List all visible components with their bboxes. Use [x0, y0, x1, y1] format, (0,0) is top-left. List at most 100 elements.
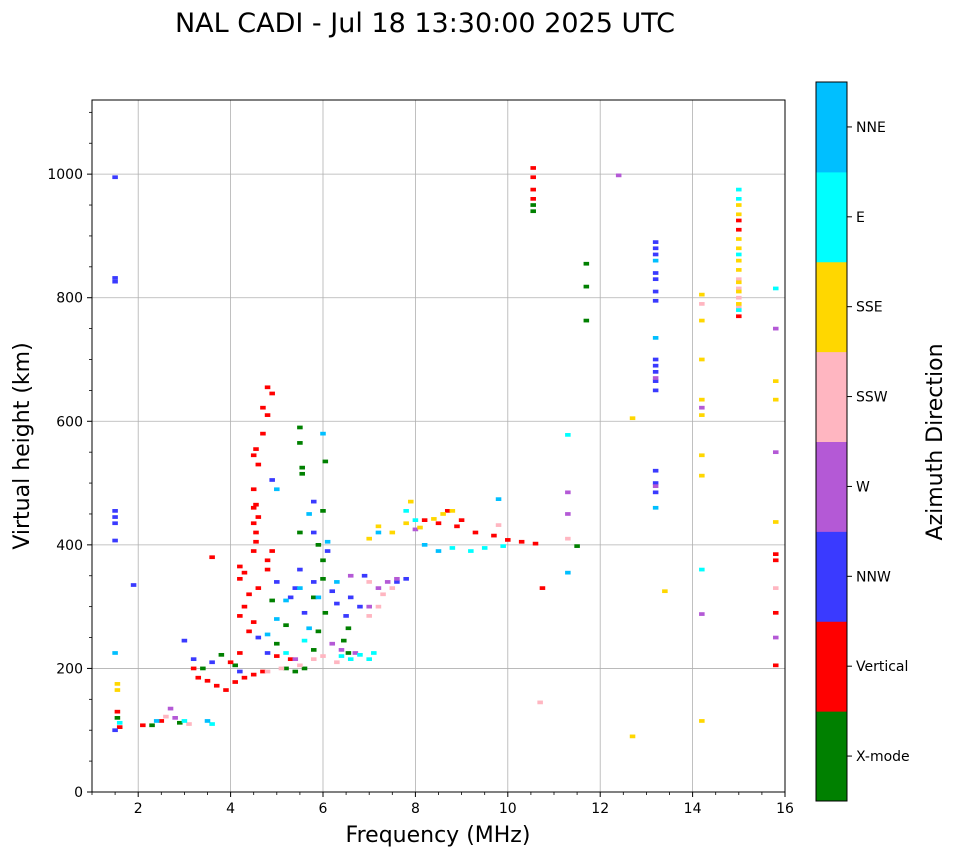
data-point — [468, 549, 474, 553]
data-point — [278, 666, 285, 671]
data-point — [153, 719, 160, 723]
data-point — [652, 468, 659, 473]
axis-ticks: 2 4 6 8 10 12 14 16 0 200 400 600 800 1000 — [47, 111, 794, 817]
data-point — [209, 660, 215, 665]
data-point — [264, 558, 271, 563]
data-point — [357, 604, 363, 609]
data-point — [530, 197, 536, 201]
data-point — [112, 276, 118, 280]
data-point — [345, 651, 352, 655]
colorbar-tick-label: SSE — [856, 300, 883, 316]
data-point — [652, 376, 659, 380]
data-point — [505, 538, 511, 542]
data-point — [366, 614, 372, 618]
data-point — [449, 546, 456, 550]
data-point — [264, 651, 271, 655]
data-point — [112, 279, 118, 284]
colorbar-segment — [816, 261, 847, 353]
data-point — [772, 552, 779, 556]
data-point — [237, 651, 243, 655]
data-point — [652, 370, 659, 374]
data-point — [371, 651, 377, 655]
series-w — [167, 173, 779, 720]
data-points — [112, 166, 779, 739]
data-point — [652, 246, 659, 251]
x-tick-label: 8 — [411, 801, 420, 817]
data-point — [532, 541, 539, 546]
data-point — [320, 654, 326, 658]
data-point — [772, 586, 779, 590]
data-point — [389, 586, 396, 590]
grid-lines — [92, 100, 786, 793]
colorbar-segment — [816, 711, 847, 802]
data-point — [250, 672, 257, 677]
y-tick-label: 200 — [56, 661, 83, 677]
data-point — [341, 638, 347, 643]
series-x-mode — [114, 203, 590, 728]
data-point — [315, 595, 322, 600]
data-point — [172, 716, 178, 720]
colorbar-frame — [815, 81, 848, 802]
data-point — [530, 203, 536, 207]
data-point — [287, 657, 294, 662]
data-point — [237, 564, 243, 569]
data-point — [652, 336, 659, 340]
data-point — [112, 515, 118, 519]
data-point — [250, 505, 257, 510]
data-point — [223, 688, 229, 692]
data-point — [246, 629, 252, 634]
data-point — [181, 638, 188, 643]
data-point — [301, 638, 308, 643]
data-point — [204, 719, 211, 723]
data-point — [472, 530, 479, 535]
data-point — [736, 187, 742, 192]
data-point — [574, 544, 580, 548]
data-point — [518, 539, 525, 544]
data-point — [237, 669, 243, 674]
data-point — [260, 405, 266, 410]
data-point — [255, 462, 262, 467]
data-point — [297, 567, 303, 572]
data-point — [652, 277, 659, 282]
data-point — [112, 175, 118, 180]
data-point — [495, 523, 502, 527]
series-ssw — [163, 277, 779, 726]
data-point — [315, 543, 322, 547]
colorbar-segment — [816, 531, 847, 622]
data-point — [417, 525, 423, 530]
y-tick-label: 1000 — [47, 167, 83, 183]
data-point — [253, 447, 259, 451]
data-point — [320, 576, 326, 581]
data-point — [772, 397, 779, 402]
data-point — [297, 441, 303, 445]
data-point — [190, 657, 197, 662]
data-point — [652, 505, 659, 510]
data-point — [736, 212, 742, 217]
data-point — [435, 549, 442, 553]
data-point — [269, 549, 275, 553]
data-point — [140, 723, 146, 728]
data-point — [699, 453, 705, 458]
data-point — [306, 626, 312, 631]
data-point — [218, 652, 225, 657]
data-point — [652, 240, 659, 244]
colorbar-label: Azimuth Direction — [923, 343, 948, 540]
data-point — [583, 261, 590, 266]
data-point — [375, 604, 382, 609]
data-point — [652, 388, 659, 393]
colorbar-tick-label: NNE — [856, 120, 886, 136]
data-point — [232, 680, 238, 684]
data-point — [539, 586, 546, 590]
data-point — [269, 598, 275, 603]
data-point — [237, 576, 243, 581]
data-point — [260, 431, 266, 436]
data-point — [454, 524, 460, 529]
data-point — [652, 252, 659, 257]
data-point — [241, 604, 248, 609]
data-point — [440, 512, 446, 516]
data-point — [699, 292, 705, 297]
data-point — [652, 481, 659, 485]
x-tick-label: 6 — [319, 801, 328, 817]
data-point — [772, 663, 779, 668]
